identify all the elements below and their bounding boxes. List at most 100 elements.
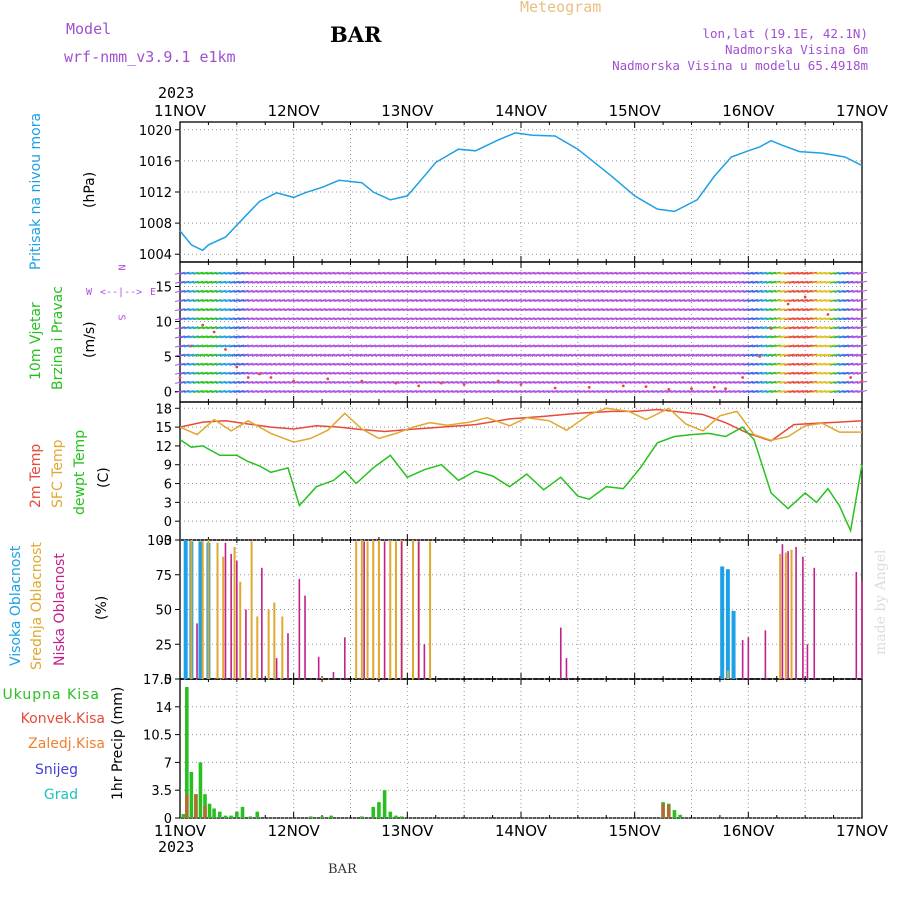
- wind-barb: [506, 280, 518, 284]
- wind-barb: [379, 344, 390, 348]
- wind-barb: [706, 326, 718, 330]
- wind-barb: [852, 371, 863, 375]
- wind-barb: [538, 280, 549, 284]
- wind-barb: [693, 280, 704, 284]
- y-tick-label-temp: 15: [155, 421, 172, 436]
- wind-barb: [197, 335, 208, 339]
- wind-barb: [334, 380, 345, 384]
- wind-barb: [779, 271, 790, 275]
- wind-barb: [247, 353, 258, 357]
- wind-barb: [847, 299, 859, 302]
- wind-barb: [806, 308, 818, 312]
- wind-barb: [484, 380, 495, 384]
- mid-cloud-bar: [366, 541, 369, 679]
- wind-barb: [606, 308, 618, 312]
- wind-barb: [625, 280, 636, 284]
- wind-barb: [770, 335, 781, 339]
- wind-barb: [224, 335, 236, 339]
- wind-barb: [547, 344, 558, 348]
- wind-barb: [388, 289, 399, 293]
- wind-barb: [775, 308, 786, 312]
- wind-speed-point: [246, 376, 250, 379]
- wind-barb: [552, 326, 563, 330]
- wind-barb: [415, 317, 427, 321]
- wind-barb: [261, 317, 272, 321]
- wind-barb: [629, 271, 640, 275]
- wind-barb: [756, 299, 768, 302]
- wind-barb: [211, 308, 222, 312]
- wind-barb: [743, 317, 754, 321]
- wind-barb: [420, 344, 431, 348]
- y-tick-label-wind: 10: [155, 316, 172, 331]
- wind-barb: [224, 271, 236, 275]
- wind-barb: [174, 353, 186, 357]
- wind-barb: [238, 353, 249, 357]
- wind-barb: [306, 344, 317, 348]
- wind-barb: [756, 308, 768, 312]
- wind-speed-point: [849, 376, 853, 379]
- wind-barb: [684, 280, 695, 284]
- y-tick-label-pressure: 1016: [139, 155, 172, 170]
- wind-barb: [343, 380, 354, 384]
- wind-barb: [197, 271, 208, 275]
- wind-barb: [438, 280, 449, 284]
- wind-barb: [224, 344, 236, 348]
- wind-barb: [261, 326, 272, 330]
- wind-barb: [470, 380, 481, 384]
- wind-barb: [356, 362, 367, 366]
- wind-barb: [274, 326, 286, 330]
- wind-barb: [570, 353, 581, 357]
- wind-barb: [279, 289, 290, 293]
- wind-barb: [179, 353, 190, 357]
- wind-barb: [834, 280, 845, 284]
- wind-barb: [761, 335, 772, 339]
- wind-barb: [497, 308, 508, 312]
- wind-barb: [697, 380, 708, 384]
- wind-barb: [497, 353, 508, 357]
- wind-barb: [702, 308, 713, 312]
- wind-barb: [174, 299, 186, 302]
- wind-barb: [656, 308, 668, 312]
- wind-barb: [761, 317, 772, 321]
- wind-barb: [556, 380, 568, 384]
- mid-cloud-bar: [779, 553, 782, 679]
- wind-barb: [420, 335, 431, 339]
- wind-barb: [620, 344, 631, 348]
- wind-barb: [847, 362, 859, 366]
- wind-barb: [179, 271, 190, 275]
- wind-barb: [234, 335, 245, 339]
- wind-barb: [661, 299, 672, 302]
- wind-barb: [515, 362, 527, 366]
- wind-barb: [374, 326, 386, 330]
- wind-barb: [515, 317, 527, 321]
- wind-barb: [843, 371, 854, 375]
- wind-barb: [229, 289, 240, 293]
- wind-barb: [329, 353, 340, 357]
- wind-barb: [770, 371, 781, 375]
- wind-barb: [843, 335, 854, 339]
- wind-barb: [402, 344, 413, 348]
- wind-barb: [502, 353, 513, 357]
- wind-barb: [620, 380, 631, 384]
- wind-barb: [506, 308, 518, 312]
- wind-barb: [302, 344, 313, 348]
- wind-barb: [247, 299, 258, 302]
- x-tick-label-bottom: 12NOV: [268, 822, 321, 840]
- wind-barb: [638, 317, 649, 321]
- wind-barb: [179, 280, 190, 284]
- wind-barb: [379, 390, 390, 393]
- wind-barb: [352, 353, 363, 357]
- wind-barb: [343, 317, 354, 321]
- wind-barb: [179, 362, 190, 366]
- wind-barb: [306, 335, 317, 339]
- wind-barb: [183, 271, 195, 275]
- wind-barb: [847, 371, 859, 375]
- wind-barb: [825, 390, 836, 393]
- x-tick-label-top: 14NOV: [495, 102, 548, 120]
- wind-barb: [534, 353, 545, 357]
- mid-cloud-bar: [360, 540, 363, 679]
- wind-barb: [811, 371, 822, 375]
- wind-barb: [743, 344, 754, 348]
- wind-barb: [652, 299, 663, 302]
- wind-barb: [538, 335, 549, 339]
